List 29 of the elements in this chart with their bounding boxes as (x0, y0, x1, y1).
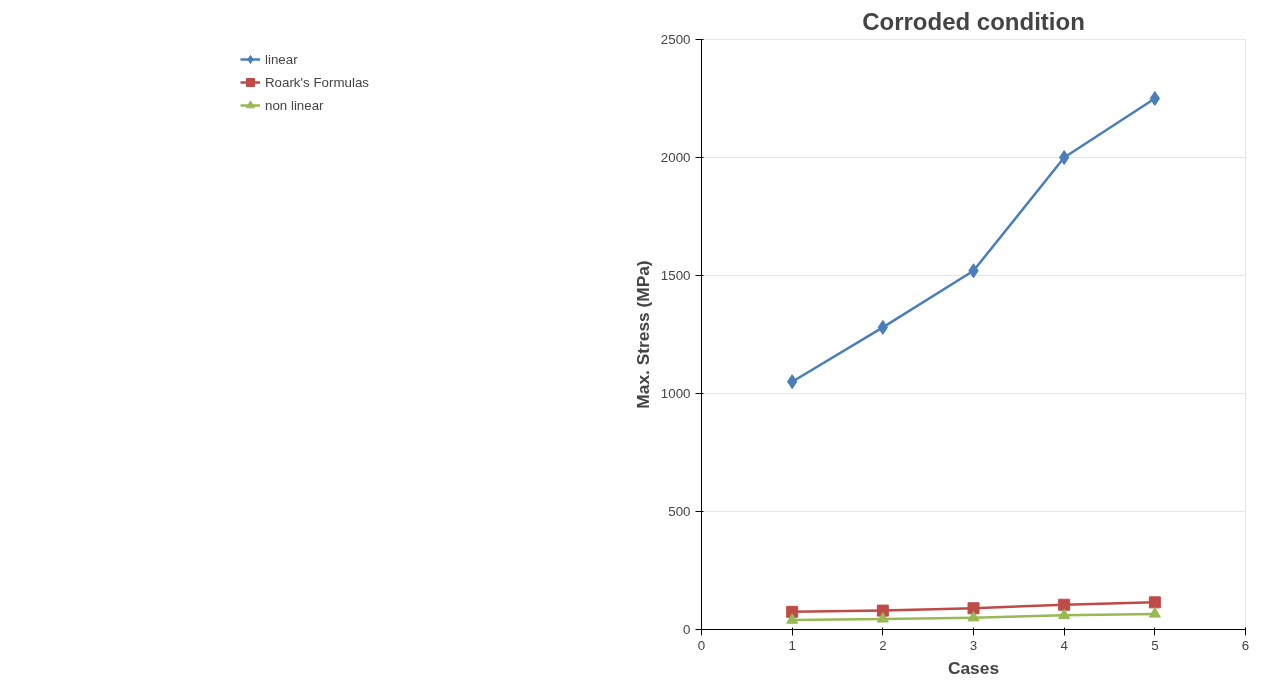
point (1058, 608, 1071, 620)
y-tick-label: 500 (668, 504, 691, 519)
chart-title: Corroded condition (862, 7, 1085, 35)
point (967, 610, 980, 622)
x-tick-label: 3 (969, 637, 978, 653)
point (1148, 596, 1161, 609)
x-axis-title: Cases (947, 657, 1000, 678)
legend-label: linear (264, 51, 298, 67)
legend-label: Roark's Formulas (264, 74, 369, 90)
point (786, 613, 799, 624)
y-axis-title: Max. Stress (MPa) (632, 260, 653, 409)
x-tick-label: 0 (697, 637, 706, 653)
point (876, 612, 889, 623)
y-tick-label: 2000 (660, 150, 691, 165)
x-tick-label: 2 (879, 637, 887, 653)
y-tick-label: 1000 (660, 386, 691, 401)
y-tick-label: 0 (683, 622, 691, 637)
point (1059, 150, 1070, 165)
point (1149, 91, 1160, 106)
x-tick-label: 5 (1151, 637, 1159, 653)
point (1058, 598, 1071, 611)
x-tick-label: 6 (1241, 637, 1250, 653)
point (1148, 607, 1161, 618)
y-tick-label: 2500 (660, 32, 691, 47)
x-tick-label: 1 (788, 637, 796, 653)
y-tick-label: 1500 (660, 268, 691, 283)
x-tick-label: 4 (1060, 637, 1069, 653)
legend-label: non linear (264, 97, 324, 113)
point (967, 602, 980, 615)
